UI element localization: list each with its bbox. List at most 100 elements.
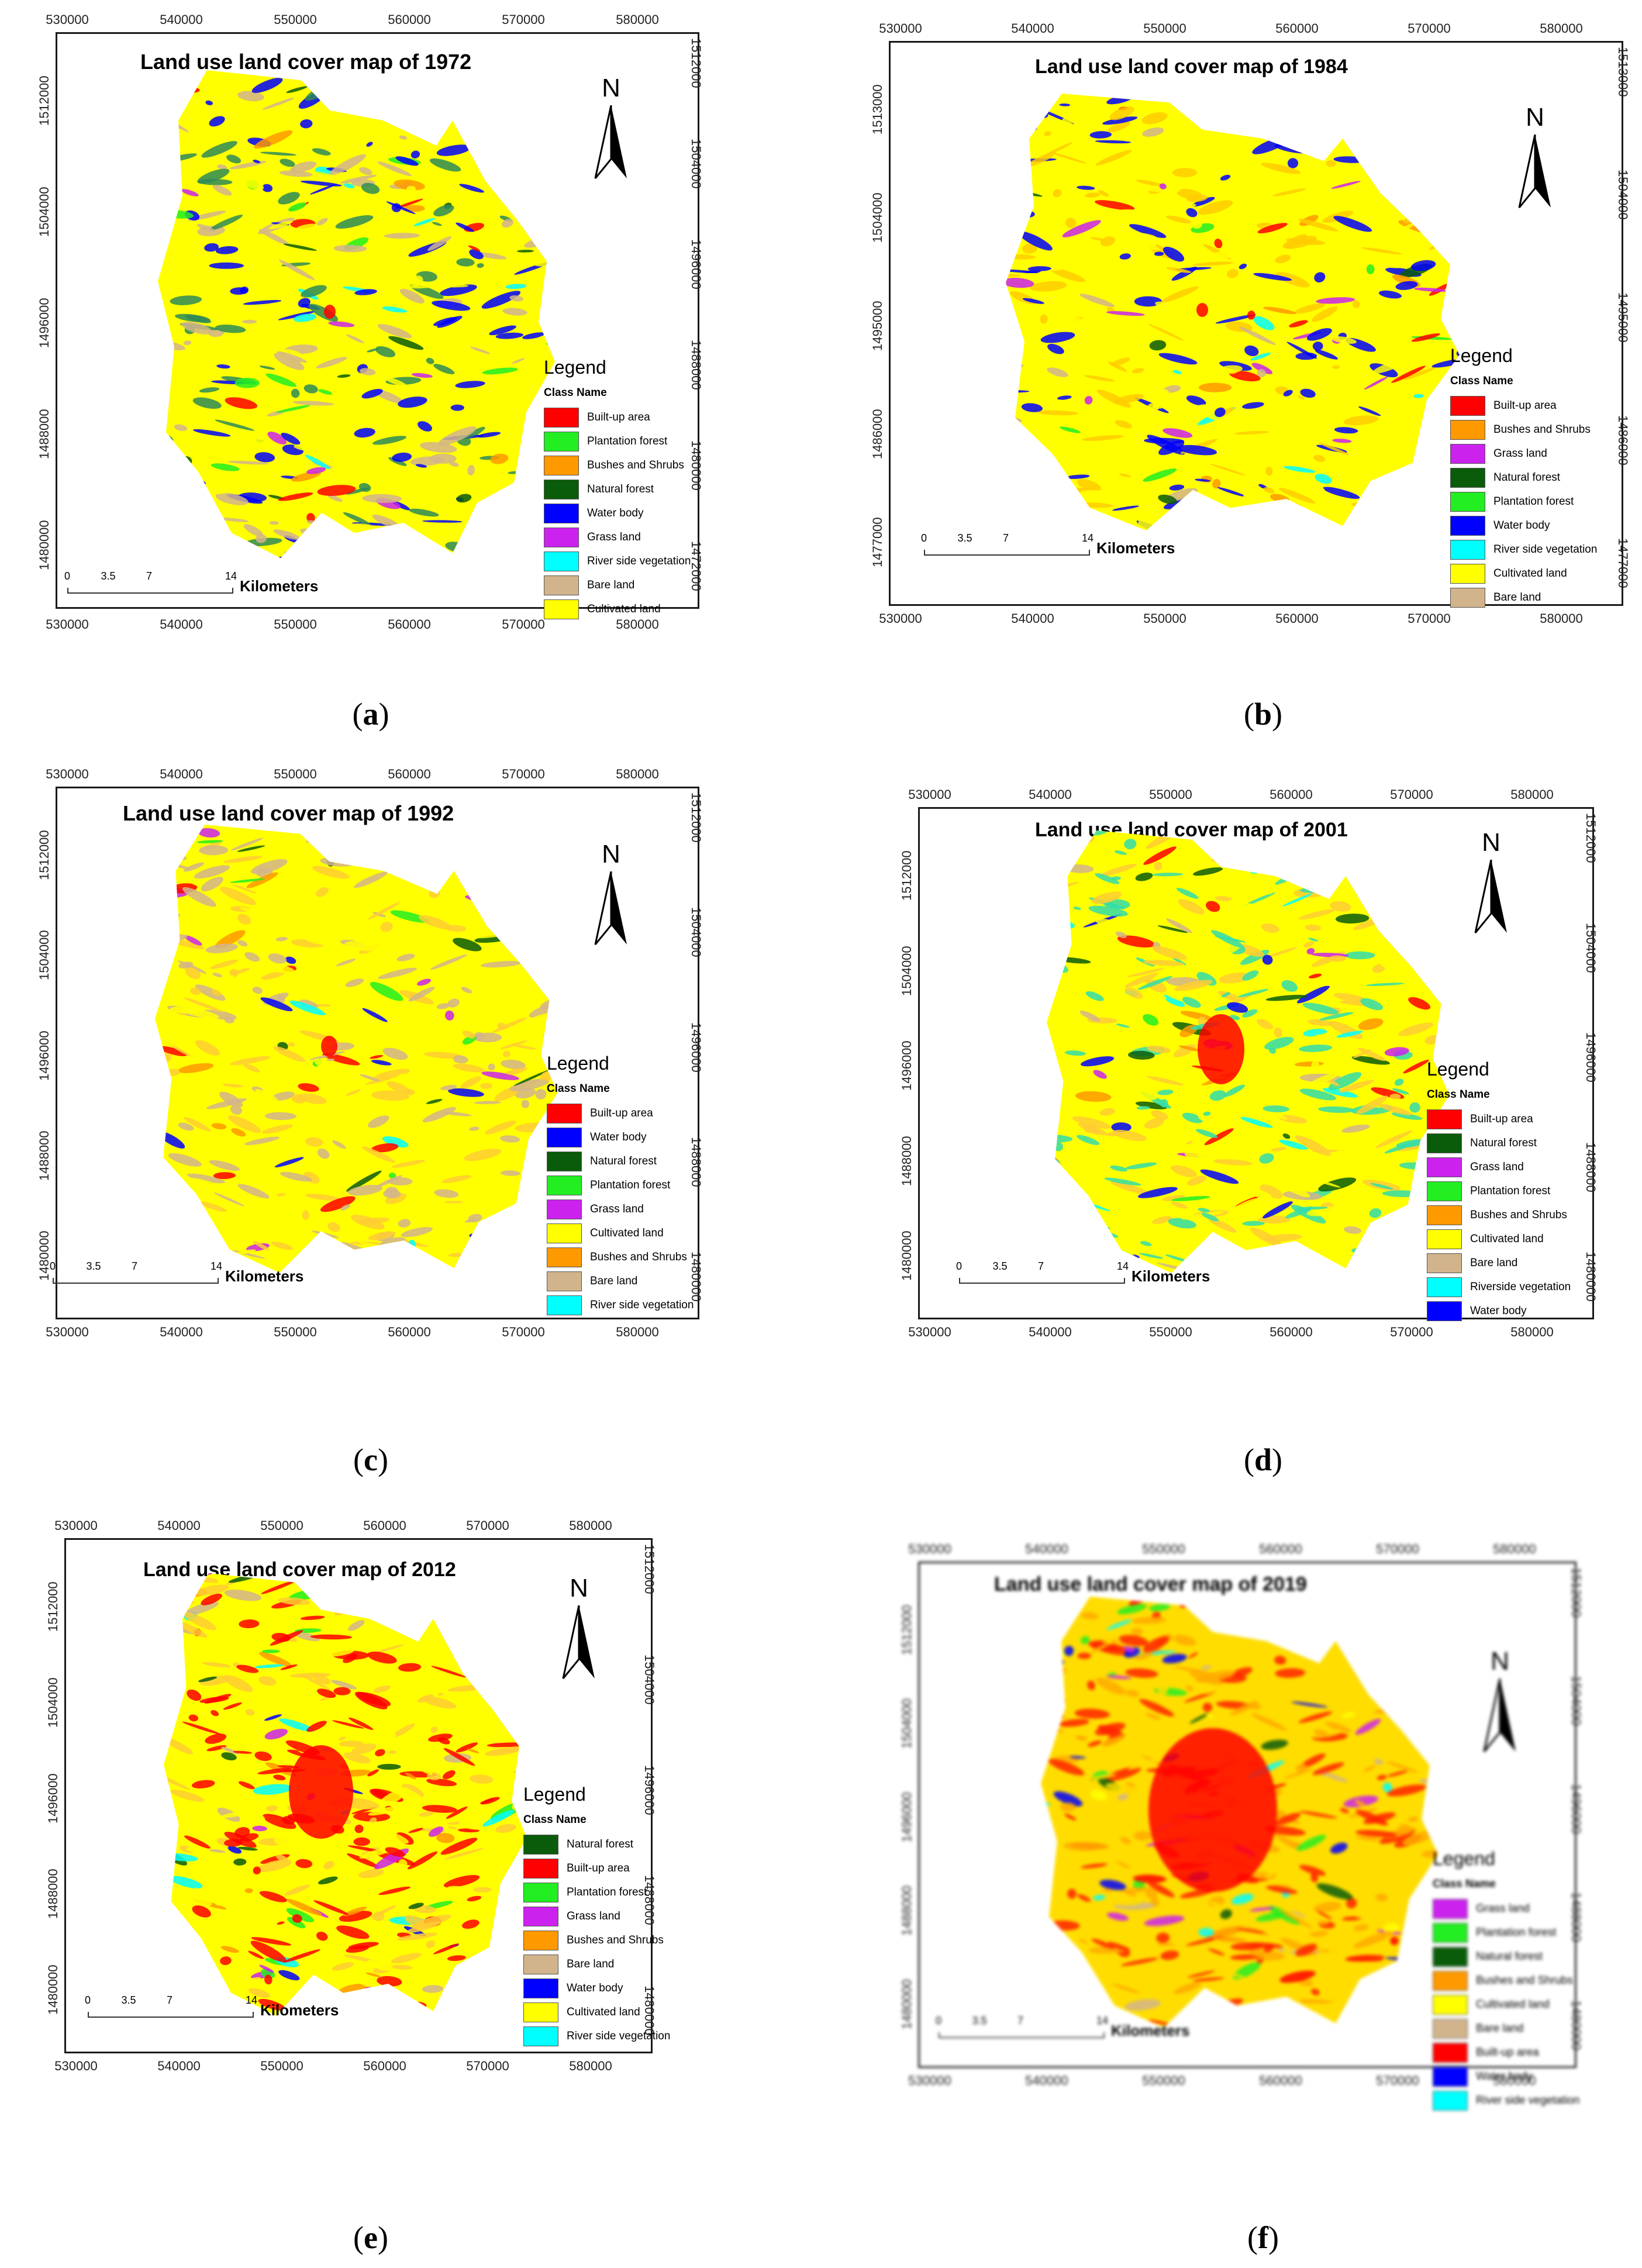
legend-swatch xyxy=(523,1834,558,1855)
map-legend-a: Legend Class Name Built-up area Plantation … xyxy=(544,357,691,621)
x-tick-bottom-a: 540000 xyxy=(160,617,203,632)
north-label-c: N xyxy=(602,840,620,868)
north-label-a: N xyxy=(602,74,620,102)
legend-swatch xyxy=(544,575,579,595)
x-tick-top-b: 540000 xyxy=(1011,21,1054,36)
legend-label: Bushes and Shrubs xyxy=(1493,423,1591,436)
x-tick-top-c: 570000 xyxy=(502,767,545,781)
legend-subtitle-f: Class Name xyxy=(1433,1878,1496,1890)
x-tick-bottom-a: 570000 xyxy=(502,617,545,632)
map-title-f: Land use land cover map of 2019 xyxy=(994,1573,1307,1595)
legend-label: Built-up area xyxy=(587,411,650,423)
legend-label: Bare land xyxy=(1470,1256,1518,1269)
x-tick-bottom-f: 560000 xyxy=(1259,2073,1302,2088)
x-tick-top-c: 540000 xyxy=(160,767,203,781)
scale-line xyxy=(67,588,233,594)
legend-item: Cultivated land xyxy=(1433,1993,1579,2017)
legend-label: Bushes and Shrubs xyxy=(567,1933,664,1946)
legend-swatch xyxy=(547,1271,582,1291)
x-tick-top-f: 550000 xyxy=(1142,1542,1185,1556)
north-arrow-shape xyxy=(594,105,627,179)
legend-item: Grass land xyxy=(1427,1155,1571,1179)
legend-item: Water body xyxy=(1450,513,1597,537)
scale-tick-label: 3.5 xyxy=(121,1994,136,2006)
x-tick-bottom-a: 560000 xyxy=(388,617,431,632)
y-tick-left-f: 1480000 xyxy=(899,1979,914,2029)
x-tick-top-b: 550000 xyxy=(1143,21,1186,36)
y-tick-left-a: 1488000 xyxy=(37,409,51,459)
x-tick-top-f: 540000 xyxy=(1025,1542,1068,1556)
x-tick-bottom-a: 580000 xyxy=(616,617,659,632)
legend-label: Cultivated land xyxy=(567,2005,640,2018)
y-tick-left-c: 1512000 xyxy=(37,830,51,880)
y-tick-left-f: 1504000 xyxy=(899,1698,914,1749)
scale-line xyxy=(924,550,1090,556)
legend-label: Grass land xyxy=(590,1202,644,1215)
legend-label: Water body xyxy=(1493,519,1550,532)
scale-tick-label: 0 xyxy=(64,570,71,582)
panel-letter: e xyxy=(364,2220,378,2255)
north-label-e: N xyxy=(570,1574,588,1602)
x-tick-bottom-d: 540000 xyxy=(1029,1325,1072,1339)
legend-subtitle-a: Class Name xyxy=(544,387,607,399)
legend-label: Bushes and Shrubs xyxy=(590,1250,687,1263)
legend-swatch xyxy=(523,2026,558,2046)
x-tick-bottom-e: 540000 xyxy=(157,2059,201,2073)
legend-item: Water body xyxy=(523,1976,670,2000)
legend-label: Natural forest xyxy=(1470,1136,1537,1149)
panel-caption-e: (e) xyxy=(353,2220,388,2255)
north-arrow-shape xyxy=(1474,860,1507,933)
legend-label: Plantation forest xyxy=(1493,495,1574,508)
x-tick-top-d: 540000 xyxy=(1029,787,1072,802)
scale-line xyxy=(959,1278,1125,1284)
y-tick-left-a: 1512000 xyxy=(37,75,51,126)
legend-label: Plantation forest xyxy=(1476,1926,1557,1939)
legend-label: Cultivated land xyxy=(587,602,661,615)
y-tick-right-a: 1496000 xyxy=(689,239,703,289)
scale-unit-label: Kilometers xyxy=(1132,1267,1210,1285)
scale-tick-label: 0 xyxy=(84,1994,91,2006)
panel-letter: a xyxy=(363,697,379,732)
legend-swatch xyxy=(1450,419,1485,440)
legend-subtitle-c: Class Name xyxy=(547,1083,610,1095)
legend-item: Natural forest xyxy=(1433,1945,1579,1969)
legend-item: Bushes and Shrubs xyxy=(1450,418,1597,442)
x-tick-top-d: 550000 xyxy=(1149,787,1192,802)
legend-swatch xyxy=(1433,2042,1468,2063)
y-tick-right-b: 1504000 xyxy=(1616,170,1630,220)
legend-item: Bare land xyxy=(1427,1251,1571,1275)
legend-item: Bare land xyxy=(544,573,691,597)
legend-swatch xyxy=(1433,2018,1468,2039)
legend-swatch xyxy=(544,551,579,571)
x-tick-top-c: 580000 xyxy=(616,767,659,781)
x-tick-top-d: 560000 xyxy=(1270,787,1313,802)
legend-swatch xyxy=(1450,515,1485,536)
y-tick-left-b: 1495000 xyxy=(870,301,885,351)
x-tick-bottom-c: 580000 xyxy=(616,1325,659,1339)
y-tick-left-d: 1512000 xyxy=(899,850,914,901)
legend-swatch xyxy=(523,1858,558,1878)
legend-item: Plantation forest xyxy=(523,1880,670,1904)
north-arrow-icon-d: N xyxy=(1471,828,1512,936)
legend-label: Built-up area xyxy=(1476,2046,1539,2059)
legend-label: Grass land xyxy=(567,1909,620,1922)
y-tick-right-b: 1486000 xyxy=(1616,415,1630,466)
lulc-map-f xyxy=(1041,1597,1438,2028)
x-tick-bottom-b: 540000 xyxy=(1011,611,1054,626)
legend-item: Cultivated land xyxy=(1450,561,1597,585)
legend-label: Riverside vegetation xyxy=(1470,1280,1571,1293)
x-tick-top-d: 570000 xyxy=(1390,787,1433,802)
legend-label: Natural forest xyxy=(567,1838,634,1850)
legend-title-a: Legend xyxy=(544,357,606,378)
map-title-b: Land use land cover map of 1984 xyxy=(1035,56,1348,78)
scale-tick-label: 7 xyxy=(131,1260,138,1272)
legend-label: Built-up area xyxy=(567,1862,630,1874)
legend-swatch xyxy=(1450,587,1485,608)
x-tick-bottom-c: 550000 xyxy=(274,1325,317,1339)
map-title-c: Land use land cover map of 1992 xyxy=(123,801,454,825)
scale-unit-label: Kilometers xyxy=(260,2001,339,2019)
legend-title-b: Legend xyxy=(1450,345,1513,366)
map-legend-d: Legend Class Name Built-up area Natural for… xyxy=(1427,1059,1571,1323)
north-arrow-shape xyxy=(562,1605,595,1679)
legend-label: Built-up area xyxy=(1470,1112,1533,1125)
